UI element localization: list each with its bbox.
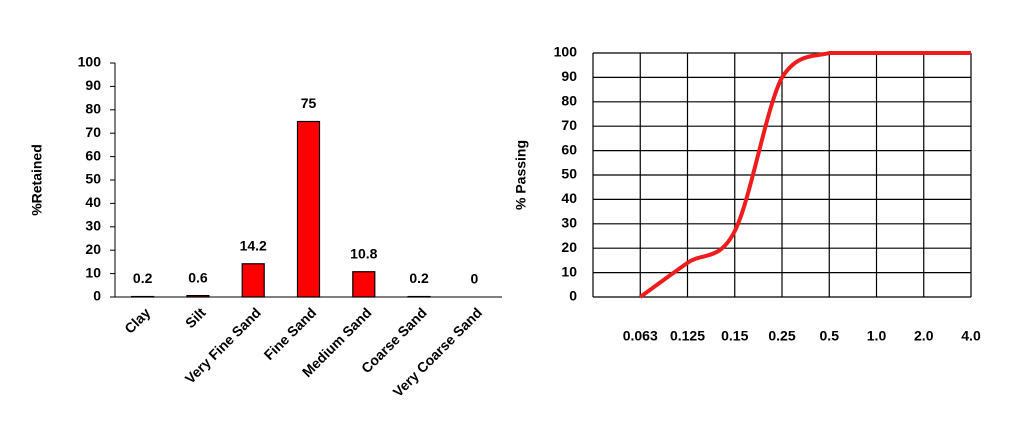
y-tick-label: 80 (85, 101, 101, 117)
y-tick-label: 40 (85, 194, 101, 210)
y-tick-label: 80 (561, 93, 577, 109)
y-tick-label: 100 (78, 54, 102, 70)
data-label: 0 (470, 271, 478, 287)
x-tick-label: 1.0 (867, 328, 887, 344)
data-label: 14.2 (240, 237, 267, 253)
y-tick-label: 0 (93, 288, 101, 304)
passing-curve (639, 51, 971, 299)
x-tick-label: 2.0 (914, 328, 934, 344)
bar (352, 271, 376, 298)
data-label: 10.8 (350, 245, 377, 261)
x-tick-label: Clay (121, 304, 153, 336)
y-tick-label: 90 (561, 68, 577, 84)
y-tick-label: 60 (561, 141, 577, 157)
bar (186, 294, 210, 298)
x-tick-label: 4.0 (961, 328, 981, 344)
y-axis-label: % Passing (513, 140, 529, 210)
x-tick-label: 0.25 (768, 328, 795, 344)
y-tick-label: 30 (85, 218, 101, 234)
y-tick-label: 70 (561, 117, 577, 133)
x-tick-label: 0.15 (721, 328, 748, 344)
bar (296, 120, 321, 298)
y-tick-label: 40 (561, 190, 577, 206)
y-tick-label: 50 (561, 166, 577, 182)
y-tick-label: 10 (85, 264, 101, 280)
y-tick-label: 70 (85, 124, 101, 140)
y-tick-label: 50 (85, 171, 101, 187)
data-label: 75 (301, 95, 317, 111)
y-tick-label: 100 (554, 44, 578, 60)
x-tick-label: Silt (182, 304, 209, 331)
data-label: 0.2 (133, 270, 153, 286)
y-tick-label: 30 (561, 215, 577, 231)
x-tick-label: Fine Sand (261, 304, 320, 363)
y-tick-label: 90 (85, 77, 101, 93)
y-axis-label: %Retained (29, 144, 45, 216)
data-label: 0.2 (409, 270, 429, 286)
y-tick-label: 60 (85, 147, 101, 163)
data-label: 0.6 (188, 269, 208, 285)
y-tick-label: 0 (569, 288, 577, 304)
y-tick-label: 10 (561, 263, 577, 279)
y-tick-label: 20 (561, 239, 577, 255)
y-tick-label: 20 (85, 241, 101, 257)
x-tick-label: 0.125 (670, 328, 705, 344)
x-tick-label: 0.5 (820, 328, 840, 344)
x-tick-label: 0.063 (623, 328, 658, 344)
bar (241, 263, 265, 298)
